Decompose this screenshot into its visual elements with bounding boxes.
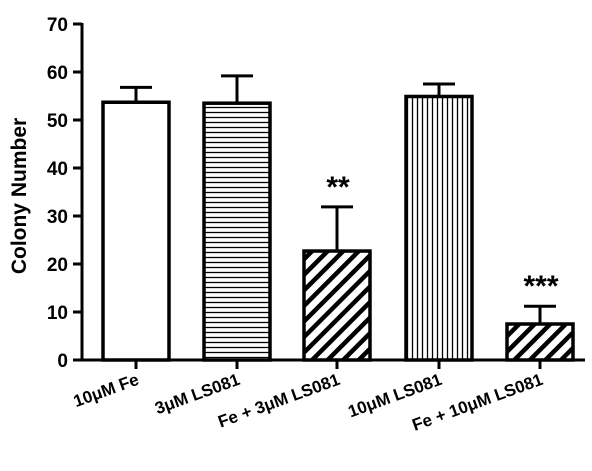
y-tick-label: 60 xyxy=(47,63,68,84)
y-tick-label: 50 xyxy=(47,111,68,132)
x-tick-label: 10μM Fe xyxy=(71,370,141,411)
bar xyxy=(505,322,575,362)
y-tick-label: 70 xyxy=(47,15,68,36)
bar xyxy=(302,249,372,362)
y-axis-title: Colony Number xyxy=(8,118,31,274)
bar xyxy=(202,101,272,362)
bar xyxy=(404,94,474,362)
significance-label: ** xyxy=(326,171,350,204)
y-tick-label: 20 xyxy=(47,255,68,276)
significance-label: *** xyxy=(523,270,558,303)
y-tick-label: 0 xyxy=(57,351,68,372)
y-tick-label: 30 xyxy=(47,207,68,228)
y-tick-label: 40 xyxy=(47,159,68,180)
y-axis: 0 10 20 30 40 50 60 70 xyxy=(47,15,84,372)
y-tick-label: 10 xyxy=(47,303,68,324)
bars xyxy=(101,74,575,362)
bar xyxy=(101,100,171,362)
